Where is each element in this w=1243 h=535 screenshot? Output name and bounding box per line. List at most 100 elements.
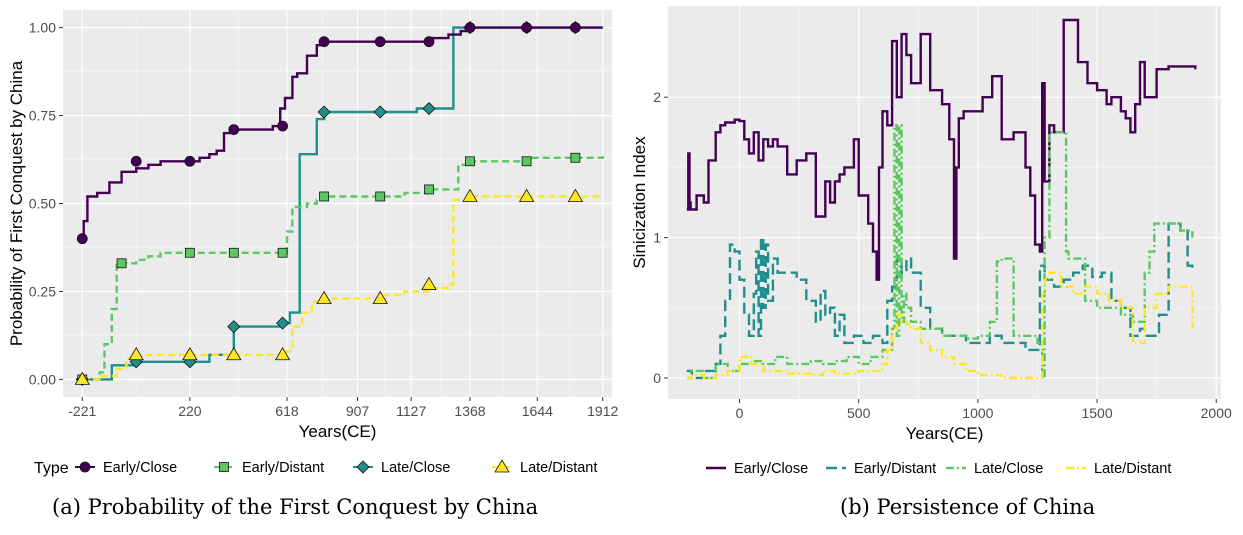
legend-key-marker xyxy=(219,462,229,472)
series-line-early-close xyxy=(686,18,1197,281)
legend-key-marker xyxy=(494,459,510,473)
series-point-early-distant xyxy=(184,247,195,258)
legend-item-early-close: Early/Close xyxy=(706,461,808,477)
series-group xyxy=(686,18,1197,380)
legend: Early/Close Early/Distant Late/Close Late/D… xyxy=(706,461,1171,477)
y-tick-label: 1 xyxy=(653,230,661,246)
series-point-late-close xyxy=(373,105,387,119)
x-tick-label: 1912 xyxy=(587,403,618,419)
legend-key-marker xyxy=(79,461,91,473)
legend-label: Early/Close xyxy=(103,460,177,476)
series-point-early-distant xyxy=(277,247,288,258)
y-axis-title: Sinicization Index xyxy=(630,136,649,269)
series-line-late-distant xyxy=(686,271,1194,380)
series-point-early-close xyxy=(570,22,581,33)
legend-item-late-distant: Late/Distant xyxy=(1066,461,1171,477)
caption-b: (b) Persistence of China xyxy=(840,495,1096,519)
series-line-early-distant xyxy=(686,222,1194,380)
series-line-early-distant xyxy=(82,156,604,381)
series-point-early-distant xyxy=(424,184,434,195)
series-point-late-distant xyxy=(128,346,144,361)
series-line-early-close xyxy=(82,26,603,240)
series-point-early-distant xyxy=(228,247,239,258)
legend-item-late-close: Late/Close xyxy=(353,460,450,476)
y-tick-label: 0.00 xyxy=(29,371,56,387)
legend-label: Late/Close xyxy=(381,460,450,476)
series-point-early-close xyxy=(130,155,142,167)
legend-label: Early/Distant xyxy=(242,460,324,476)
series-point-late-close xyxy=(227,320,241,334)
series-point-early-distant xyxy=(375,191,386,202)
legend-key-marker xyxy=(356,460,370,474)
series-point-late-distant xyxy=(518,188,535,202)
series-point-early-distant xyxy=(116,258,127,269)
y-tick-label: 0 xyxy=(653,370,661,386)
series-point-early-close xyxy=(318,36,330,48)
series-point-early-distant xyxy=(465,156,475,167)
chart-persistence: 0 1 2 0 500 1000 1500 2000 Years(CE) Sinicization… xyxy=(630,6,1232,477)
legend: Type Early/Close Early/Distant Late/Close La… xyxy=(34,459,597,477)
series-line-late-distant xyxy=(82,195,603,381)
series-point-late-close xyxy=(276,316,290,330)
x-axis-title: Years(CE) xyxy=(906,424,984,443)
series-point-late-close xyxy=(422,101,436,116)
series-point-early-distant xyxy=(521,156,532,167)
legend-label: Late/Distant xyxy=(520,460,597,476)
y-tick-label: 1.00 xyxy=(29,20,56,36)
major-gridlines xyxy=(668,6,1221,399)
y-tick-label: 2 xyxy=(653,89,661,105)
series-point-early-close xyxy=(464,22,476,33)
x-tick-label: 907 xyxy=(346,403,370,419)
x-tick-label: 1368 xyxy=(454,403,485,419)
legend-item-early-distant: Early/Distant xyxy=(214,460,324,476)
series-point-late-distant xyxy=(74,371,90,385)
caption-a: (a) Probability of the First Conquest by… xyxy=(52,495,539,519)
y-tick-label: 0.25 xyxy=(29,283,56,299)
legend-item-late-distant: Late/Distant xyxy=(492,459,597,476)
series-point-late-distant xyxy=(372,290,388,304)
x-tick-label: 220 xyxy=(178,403,202,419)
y-tick-label: 0.50 xyxy=(29,196,56,212)
series-point-late-close xyxy=(317,105,331,119)
legend-label: Late/Close xyxy=(974,461,1043,477)
series-point-early-close xyxy=(277,120,289,132)
series-line-late-close xyxy=(82,26,603,381)
x-axis-title: Years(CE) xyxy=(299,422,377,441)
x-tick-label: 1644 xyxy=(522,403,553,419)
chart-first-conquest: 0.00 0.25 0.50 0.75 1.00 -221 220 618 907 1127 136… xyxy=(7,10,619,477)
x-tick-label: 1500 xyxy=(1081,405,1112,421)
x-tick-label: 0 xyxy=(736,405,744,421)
y-axis-title: Probability of First Conquest by China xyxy=(7,60,26,346)
series-group xyxy=(74,21,604,386)
series-point-late-distant xyxy=(567,188,584,202)
x-tick-label: 1000 xyxy=(962,405,993,421)
series-point-early-close xyxy=(374,36,386,48)
legend-label: Late/Distant xyxy=(1094,461,1171,477)
y-tick-label: 0.75 xyxy=(29,108,56,124)
series-point-early-close xyxy=(521,22,532,33)
series-point-early-close xyxy=(423,36,435,48)
series-point-early-close xyxy=(184,155,196,167)
series-point-late-distant xyxy=(274,346,291,361)
series-point-late-distant xyxy=(316,290,332,304)
series-point-late-distant xyxy=(182,346,198,361)
x-tick-label: 2000 xyxy=(1201,405,1232,421)
major-gridlines xyxy=(63,10,612,397)
series-point-early-distant xyxy=(319,191,329,202)
series-point-late-distant xyxy=(462,188,478,202)
x-tick-label: -221 xyxy=(68,403,96,419)
series-line-late-close xyxy=(686,124,1194,380)
legend-item-late-close: Late/Close xyxy=(946,461,1043,477)
legend-title: Type xyxy=(34,460,69,477)
plot-panel xyxy=(668,6,1221,399)
series-point-late-distant xyxy=(226,346,242,361)
series-point-early-close xyxy=(76,233,88,245)
legend-label: Early/Distant xyxy=(854,461,936,477)
x-tick-label: 618 xyxy=(275,403,299,419)
legend-label: Early/Close xyxy=(734,461,808,477)
series-point-early-close xyxy=(228,124,240,136)
x-tick-label: 1127 xyxy=(396,403,426,419)
series-point-late-distant xyxy=(421,276,437,290)
legend-item-early-close: Early/Close xyxy=(75,460,177,476)
